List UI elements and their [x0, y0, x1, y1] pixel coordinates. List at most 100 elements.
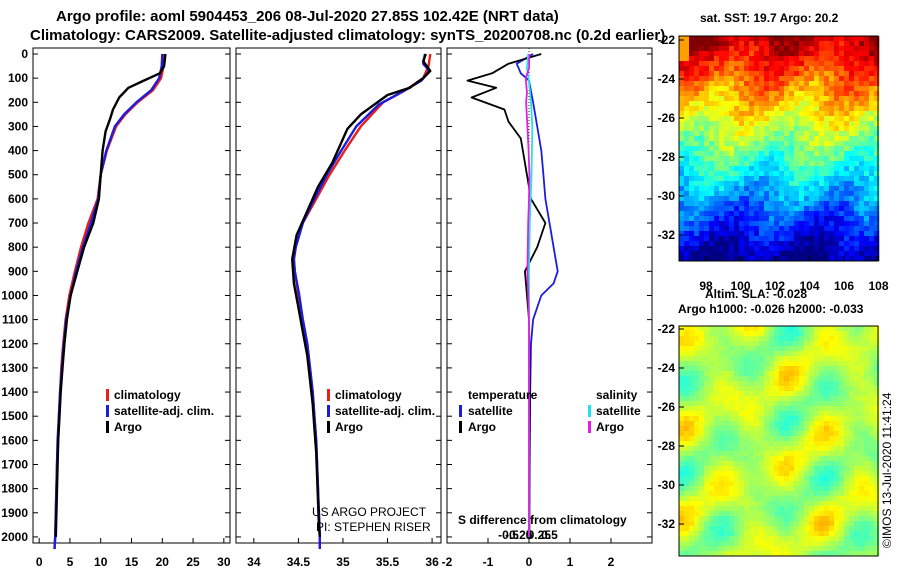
sst-cell [854, 151, 860, 157]
sla-cell [809, 481, 815, 487]
sla-cell [789, 391, 795, 397]
sla-cell [819, 501, 825, 507]
sst-cell [754, 116, 760, 122]
sla-cell [814, 491, 820, 497]
sst-cell [759, 136, 765, 142]
sla-cell [789, 461, 795, 467]
sla-cell [759, 441, 765, 447]
sla-cell [714, 521, 720, 527]
sla-cell [864, 511, 870, 517]
sst-cell [714, 241, 720, 247]
sla-cell [704, 506, 710, 512]
sst-cell [839, 256, 845, 262]
sla-cell [844, 466, 850, 472]
sla-cell [774, 391, 780, 397]
sla-cell [704, 426, 710, 432]
sst-cell [724, 106, 730, 112]
sst-cell [859, 56, 865, 62]
sst-cell [709, 121, 715, 127]
sst-cell [849, 116, 855, 122]
sla-cell [819, 466, 825, 472]
sst-cell [864, 116, 870, 122]
sst-cell [714, 106, 720, 112]
sla-cell [829, 336, 835, 342]
sla-cell [874, 406, 880, 412]
sst-cell [854, 216, 860, 222]
sst-cell [819, 196, 825, 202]
sla-cell [694, 351, 700, 357]
sst-cell [874, 141, 880, 147]
sst-cell [759, 126, 765, 132]
sla-cell [784, 431, 790, 437]
sla-cell [769, 486, 775, 492]
sla-cell [839, 366, 845, 372]
sst-cell [804, 36, 810, 42]
sla-cell [839, 411, 845, 417]
sla-y-tick-label: -32 [658, 517, 676, 531]
sla-y-tick-label: -24 [658, 361, 676, 375]
sla-cell [804, 326, 810, 332]
sst-cell [839, 156, 845, 162]
sst-cell [714, 86, 720, 92]
sst-cell [834, 251, 840, 257]
sla-cell [719, 456, 725, 462]
sst-cell [699, 116, 705, 122]
sst-cell [794, 56, 800, 62]
depth-tick-label: 1800 [1, 482, 28, 496]
sst-cell [679, 186, 685, 192]
sla-cell [859, 511, 865, 517]
sst-cell [694, 91, 700, 97]
sst-cell [684, 221, 690, 227]
sla-cell [864, 521, 870, 527]
sst-cell [689, 236, 695, 242]
x-tick-label: 5 [67, 555, 74, 569]
sla-cell [799, 396, 805, 402]
sla-cell [749, 511, 755, 517]
sla-cell [799, 431, 805, 437]
sst-cell [714, 211, 720, 217]
sst-cell [699, 96, 705, 102]
sla-cell [764, 461, 770, 467]
sla-cell [739, 476, 745, 482]
sst-cell [749, 51, 755, 57]
sst-cell [854, 51, 860, 57]
sla-cell [689, 476, 695, 482]
sla-cell [794, 341, 800, 347]
sla-cell [774, 506, 780, 512]
sla-cell [829, 481, 835, 487]
sla-cell [754, 371, 760, 377]
sla-cell [684, 401, 690, 407]
sla-cell [784, 386, 790, 392]
sla-cell [694, 431, 700, 437]
sla-cell [689, 346, 695, 352]
sst-cell [814, 106, 820, 112]
sst-cell [794, 106, 800, 112]
sla-cell [754, 481, 760, 487]
sla-cell [709, 496, 715, 502]
sla-cell [869, 546, 875, 552]
sla-cell [799, 471, 805, 477]
sla-cell [809, 341, 815, 347]
sla-cell [834, 356, 840, 362]
sla-cell [814, 361, 820, 367]
sst-cell [824, 151, 830, 157]
sla-cell [829, 491, 835, 497]
sla-cell [849, 361, 855, 367]
sst-cell [689, 161, 695, 167]
sla-cell [859, 336, 865, 342]
sla-cell [844, 496, 850, 502]
sla-cell [839, 451, 845, 457]
sst-cell [809, 201, 815, 207]
sst-cell [749, 251, 755, 257]
sst-cell [709, 236, 715, 242]
sst-cell [799, 166, 805, 172]
sla-cell [744, 456, 750, 462]
sla-cell [734, 526, 740, 532]
sla-cell [874, 476, 880, 482]
sst-cell [764, 166, 770, 172]
sst-cell [684, 76, 690, 82]
sla-cell [709, 551, 715, 557]
sst-cell [784, 201, 790, 207]
sst-cell [779, 56, 785, 62]
sst-cell [799, 216, 805, 222]
